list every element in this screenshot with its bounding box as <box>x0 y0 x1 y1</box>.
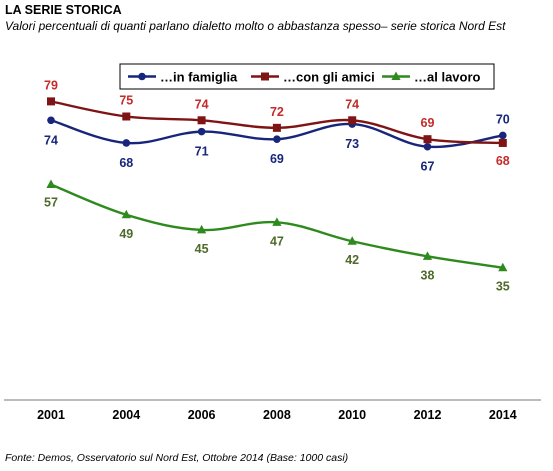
data-label-famiglia: 67 <box>421 160 435 174</box>
x-tick-label: 2010 <box>338 408 366 422</box>
data-point-amici <box>423 135 432 144</box>
data-point-amici <box>47 97 55 106</box>
legend-marker-amici <box>261 72 269 81</box>
data-label-lavoro: 49 <box>119 227 133 241</box>
data-label-lavoro: 35 <box>496 280 510 294</box>
data-label-famiglia: 70 <box>496 112 510 126</box>
data-point-lavoro <box>272 217 282 226</box>
data-point-amici <box>348 116 357 125</box>
x-tick-label: 2012 <box>414 408 442 422</box>
data-point-lavoro <box>121 209 131 219</box>
chart-subtitle: Valori percentuali di quanti parlano dia… <box>5 19 506 33</box>
data-point-amici <box>272 123 281 132</box>
data-point-famiglia <box>423 142 432 151</box>
x-tick-label: 2008 <box>263 408 291 422</box>
data-point-amici <box>122 112 131 121</box>
data-point-famiglia <box>499 131 507 140</box>
data-label-amici: 68 <box>496 154 510 168</box>
data-point-lavoro <box>197 224 207 234</box>
data-label-amici: 72 <box>270 105 284 119</box>
data-label-lavoro: 38 <box>421 268 435 282</box>
data-label-amici: 69 <box>421 116 435 130</box>
data-point-amici <box>498 138 507 147</box>
data-label-famiglia: 71 <box>195 145 209 159</box>
legend-label-amici: …con gli amici <box>283 70 375 85</box>
data-label-lavoro: 57 <box>44 196 58 210</box>
legend-marker-famiglia <box>138 72 146 81</box>
data-label-amici: 79 <box>44 78 58 92</box>
legend-box <box>119 63 495 90</box>
line-chart: 2001 2004 2006 2008 2010 2012 2014 74 68 71 69 73 67… <box>4 63 541 422</box>
data-point-lavoro <box>347 236 357 245</box>
data-point-famiglia <box>122 139 131 147</box>
data-point-lavoro <box>498 262 508 272</box>
data-label-famiglia: 68 <box>119 156 133 170</box>
data-point-famiglia <box>273 135 281 143</box>
data-point-lavoro <box>46 179 56 189</box>
x-tick-label: 2006 <box>188 408 216 422</box>
legend-label-famiglia: …in famiglia <box>160 70 238 85</box>
chart-area: 2001 2004 2006 2008 2010 2012 2014 74 68 71 69 73 67… <box>4 52 541 445</box>
data-label-amici: 74 <box>345 97 359 111</box>
data-point-famiglia <box>47 116 55 125</box>
data-label-famiglia: 74 <box>44 133 58 147</box>
data-label-lavoro: 42 <box>345 253 359 267</box>
data-point-famiglia <box>197 127 206 136</box>
legend-marker-lavoro <box>391 71 401 80</box>
data-label-lavoro: 47 <box>270 234 284 248</box>
data-label-amici: 74 <box>195 97 209 111</box>
chart-title: LA SERIE STORICA <box>5 3 122 17</box>
data-label-famiglia: 69 <box>270 152 284 166</box>
source-note: Fonte: Demos, Osservatorio sul Nord Est,… <box>5 452 349 464</box>
x-tick-label: 2014 <box>489 408 517 422</box>
data-label-lavoro: 45 <box>195 242 209 256</box>
data-label-famiglia: 73 <box>345 137 359 151</box>
x-tick-label: 2004 <box>112 408 140 422</box>
data-label-amici: 75 <box>119 94 133 108</box>
data-point-amici <box>197 116 206 125</box>
data-point-lavoro <box>422 251 433 260</box>
legend-label-lavoro: …al lavoro <box>414 70 481 85</box>
x-tick-label: 2001 <box>37 408 65 422</box>
